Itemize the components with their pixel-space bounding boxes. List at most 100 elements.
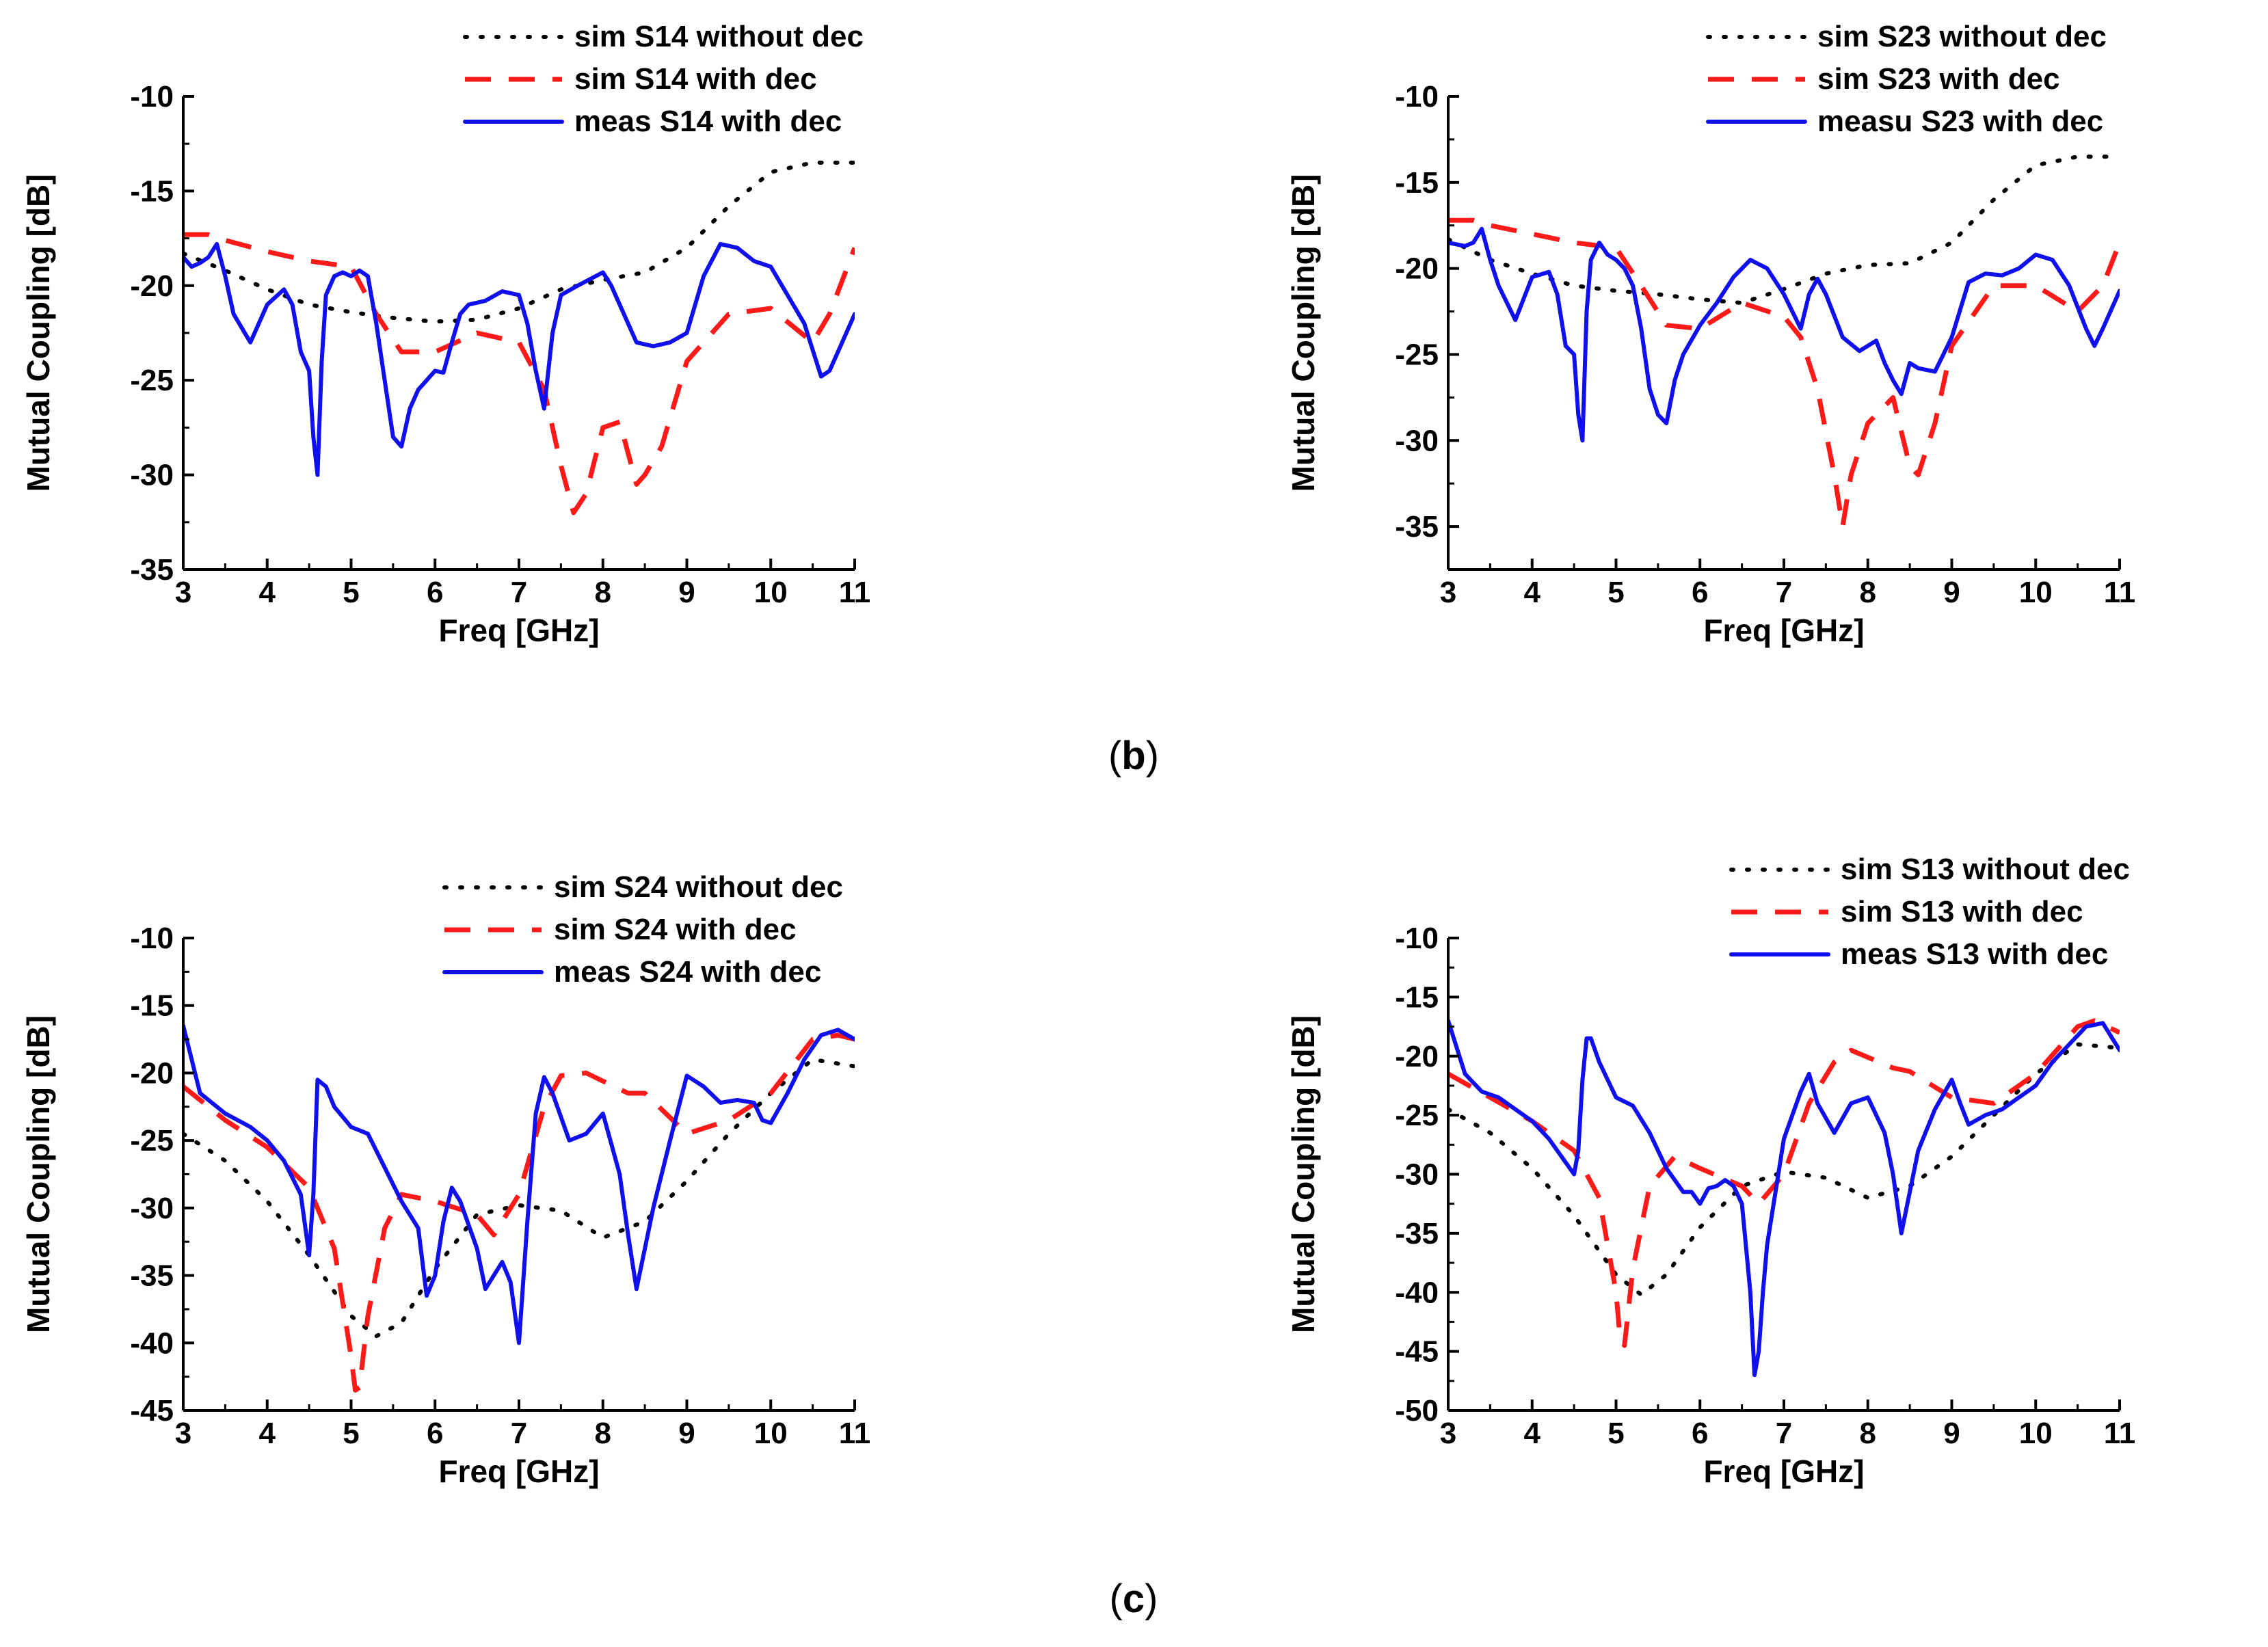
- x-tick-label: 11: [839, 1417, 871, 1450]
- x-tick-label: 4: [1524, 576, 1541, 609]
- x-tick-label: 6: [427, 1417, 443, 1450]
- x-tick-label: 7: [1776, 576, 1792, 609]
- x-tick-label: 5: [343, 1417, 359, 1450]
- legend: sim S24 without dec sim S24 with dec meas …: [442, 870, 843, 989]
- x-tick-label: 5: [343, 576, 359, 609]
- chart-s23: 3 4 5 6 7 8 9 10 11 -10 -15 -20 -25 -30 -35 Freq [GHz] M…: [1285, 20, 2135, 648]
- y-tick-label: -20: [130, 269, 174, 303]
- x-tick-label: 3: [175, 1417, 191, 1450]
- y-tick-label: -25: [130, 364, 174, 397]
- y-tick-label: -10: [130, 922, 174, 955]
- y-tick-label: -30: [1395, 424, 1439, 457]
- y-tick-label: -30: [130, 1192, 174, 1225]
- x-tick-label: 9: [1943, 576, 1960, 609]
- x-tick-label: 10: [2019, 576, 2053, 609]
- legend: sim S13 without dec sim S13 with dec meas …: [1729, 853, 2130, 971]
- y-tick-label: -15: [1395, 166, 1439, 200]
- x-tick-label: 4: [259, 1417, 276, 1450]
- y-tick-label: -10: [1395, 922, 1439, 955]
- y-axis-label: Mutual Coupling [dB]: [21, 174, 56, 492]
- series-line-solid: [1448, 226, 2120, 443]
- x-tick-label: 3: [175, 576, 191, 609]
- x-tick-label: 3: [1440, 1417, 1456, 1450]
- x-tick-label: 5: [1607, 1417, 1624, 1450]
- x-tick-label: 7: [1776, 1417, 1792, 1450]
- plot-area: [183, 1023, 855, 1393]
- x-axis-label: Freq [GHz]: [438, 1454, 599, 1489]
- x-axis-label: Freq [GHz]: [1703, 1454, 1864, 1489]
- series-line-dotted: [183, 1057, 855, 1339]
- y-tick-label: -50: [1395, 1394, 1439, 1428]
- y-tick-label: -10: [1395, 80, 1439, 113]
- caption-c: (c): [1110, 1577, 1158, 1621]
- series-line-dotted: [183, 160, 855, 324]
- y-tick-label: -20: [1395, 252, 1439, 286]
- x-tick-label: 8: [1860, 576, 1876, 609]
- x-tick-label: 10: [754, 1417, 788, 1450]
- y-tick-label: -35: [130, 553, 174, 587]
- legend-label: sim S13 with dec: [1841, 895, 2083, 928]
- plot-area: [1448, 1018, 2120, 1378]
- series-line-dashed: [183, 232, 855, 515]
- x-tick-label: 6: [1692, 576, 1708, 609]
- x-tick-label: 11: [2104, 576, 2136, 609]
- x-tick-label: 4: [1524, 1417, 1541, 1450]
- x-tick-label: 10: [2019, 1417, 2053, 1450]
- x-tick-label: 8: [595, 576, 611, 609]
- y-tick-label: -35: [1395, 1217, 1439, 1250]
- x-tick-label: 9: [678, 576, 695, 609]
- chart-s24: 3 4 5 6 7 8 9 10 11 -10 -15 -20 -25 -30 -35 -40 -45 Freq …: [21, 870, 870, 1489]
- y-axis-label: Mutual Coupling [dB]: [21, 1015, 56, 1333]
- y-axis-label: Mutual Coupling [dB]: [1285, 1015, 1321, 1333]
- x-tick-label: 7: [511, 576, 527, 609]
- legend-label: sim S14 without dec: [574, 20, 864, 53]
- chart-s13: 3 4 5 6 7 8 9 10 11 -10 -15 -20 -25 -30 -35 -40 -45 -50 Fr…: [1285, 853, 2135, 1489]
- caption-b: (b): [1108, 734, 1159, 778]
- y-tick-label: -25: [130, 1124, 174, 1157]
- y-tick-label: -15: [130, 989, 174, 1023]
- legend-label: sim S13 without dec: [1841, 853, 2130, 886]
- y-tick-label: -25: [1395, 1099, 1439, 1132]
- legend-label: sim S24 with dec: [554, 913, 797, 946]
- x-tick-label: 5: [1607, 576, 1624, 609]
- y-tick-label: -35: [1395, 510, 1439, 544]
- series-line-dotted: [1448, 155, 2120, 305]
- y-tick-label: -40: [1395, 1276, 1439, 1309]
- y-tick-label: -30: [130, 459, 174, 492]
- series-line-dotted: [1448, 1042, 2120, 1297]
- y-tick-label: -20: [1395, 1040, 1439, 1073]
- series-line-dashed: [1448, 1018, 2120, 1348]
- y-axis-label: Mutual Coupling [dB]: [1285, 174, 1321, 492]
- legend-label: meas S24 with dec: [554, 955, 821, 989]
- x-tick-label: 10: [754, 576, 788, 609]
- x-tick-label: 6: [427, 576, 443, 609]
- y-tick-label: -30: [1395, 1158, 1439, 1192]
- legend: sim S14 without dec sim S14 with dec meas …: [463, 20, 864, 138]
- y-tick-label: -20: [130, 1056, 174, 1090]
- x-tick-label: 11: [839, 576, 871, 609]
- y-tick-label: -10: [130, 80, 174, 113]
- legend-label: sim S24 without dec: [554, 870, 843, 904]
- plot-area: [1448, 155, 2120, 529]
- chart-s14: 3 4 5 6 7 8 9 10 11 -10 -15 -20 -25 -30 -35 Freq [GHz] M…: [21, 20, 870, 648]
- legend-label: measu S23 with dec: [1817, 105, 2103, 138]
- y-tick-label: -45: [1395, 1335, 1439, 1369]
- x-axis-label: Freq [GHz]: [438, 613, 599, 648]
- x-tick-label: 11: [2104, 1417, 2136, 1450]
- x-tick-label: 7: [511, 1417, 527, 1450]
- x-tick-label: 8: [595, 1417, 611, 1450]
- y-tick-label: -40: [130, 1326, 174, 1360]
- series-line-solid: [1448, 1018, 2120, 1378]
- x-tick-label: 3: [1440, 576, 1456, 609]
- y-tick-label: -15: [1395, 980, 1439, 1014]
- y-tick-label: -15: [130, 174, 174, 208]
- y-tick-label: -45: [130, 1394, 174, 1428]
- x-tick-label: 4: [259, 576, 276, 609]
- y-tick-label: -35: [130, 1259, 174, 1293]
- legend-label: sim S23 with dec: [1817, 62, 2060, 96]
- plot-area: [183, 160, 855, 515]
- series-line-solid: [183, 241, 855, 477]
- x-tick-label: 6: [1692, 1417, 1708, 1450]
